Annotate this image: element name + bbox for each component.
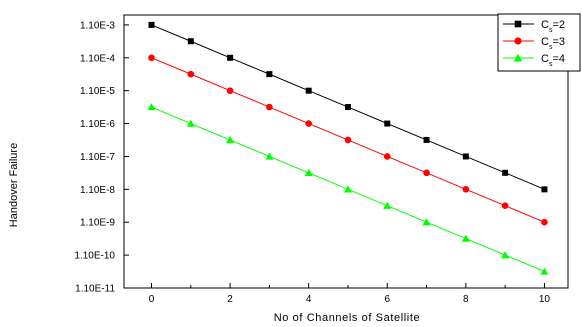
y-tick-label: 1.10E-5: [80, 86, 115, 97]
y-tick-label: 1.10E-7: [80, 152, 115, 163]
data-point: [344, 136, 352, 144]
data-point: [305, 120, 312, 127]
plot-border: [123, 14, 569, 289]
y-tick-label: 1.10E-8: [80, 185, 115, 196]
data-point: [147, 103, 156, 111]
data-point: [462, 153, 469, 160]
data-point: [344, 104, 351, 111]
x-tick-label: 0: [149, 294, 155, 305]
legend-box: [497, 13, 581, 72]
x-tick-label: 6: [384, 294, 390, 305]
data-point: [461, 234, 470, 242]
data-point: [187, 70, 195, 78]
data-point: [540, 267, 549, 275]
legend-label: Cs=4: [541, 53, 565, 68]
legend-item: Cs=2: [503, 19, 565, 34]
x-tick-label: 2: [227, 294, 233, 305]
data-point: [148, 54, 155, 62]
y-tick-label: 1.10E-3: [80, 20, 115, 31]
x-axis: 0 2 4 6 8 10: [149, 283, 551, 305]
series-2: [148, 54, 548, 226]
data-point: [227, 54, 234, 61]
x-tick-label: 4: [306, 294, 312, 305]
data-point: [226, 87, 234, 94]
data-point: [265, 152, 274, 160]
data-point: [423, 136, 430, 143]
data-point: [514, 37, 522, 45]
data-point: [384, 120, 391, 127]
data-point: [266, 71, 273, 78]
y-axis-title: Handover Failure: [8, 143, 20, 227]
data-point: [501, 202, 509, 209]
data-point: [541, 186, 548, 193]
data-point: [383, 201, 392, 209]
series-3: [147, 103, 549, 275]
y-tick-label: 1.10E-10: [74, 251, 115, 262]
x-axis-title: No of Channels of Satellite: [274, 312, 420, 324]
y-tick-label: 1.10E-11: [75, 284, 115, 295]
x-tick-label: 10: [539, 294, 551, 305]
data-point: [305, 87, 312, 94]
data-point: [514, 20, 522, 28]
data-point: [148, 21, 155, 28]
data-point: [266, 103, 273, 111]
series-layer: [147, 21, 549, 275]
data-point: [423, 169, 430, 177]
x-tick-label: 8: [463, 294, 469, 305]
series-1: [148, 21, 548, 193]
data-point: [186, 119, 195, 127]
data-point: [226, 135, 235, 144]
legend-item: Cs=3: [503, 36, 565, 51]
data-point: [383, 153, 391, 160]
data-point: [462, 186, 470, 193]
legend-label: Cs=3: [541, 36, 565, 51]
data-point: [343, 185, 352, 193]
data-point: [187, 38, 194, 45]
data-point: [304, 168, 313, 177]
legend-label: Cs=2: [541, 19, 565, 34]
data-point: [541, 218, 548, 226]
legend: Cs=2 Cs=3 Cs=4: [497, 13, 581, 72]
y-axis: 1.10E-3 1.10E-4 1.10E-5 1.10E-6 1.10E-7 1.10E…: [74, 20, 129, 295]
data-point: [501, 251, 510, 259]
data-point: [422, 218, 431, 226]
y-tick-label: 1.10E-6: [80, 119, 115, 130]
data-point: [513, 53, 523, 62]
y-tick-label: 1.10E-9: [80, 218, 115, 229]
y-tick-label: 1.10E-4: [80, 53, 115, 64]
plot-area: [123, 14, 569, 289]
data-point: [502, 169, 509, 176]
legend-item: Cs=4: [503, 53, 565, 68]
